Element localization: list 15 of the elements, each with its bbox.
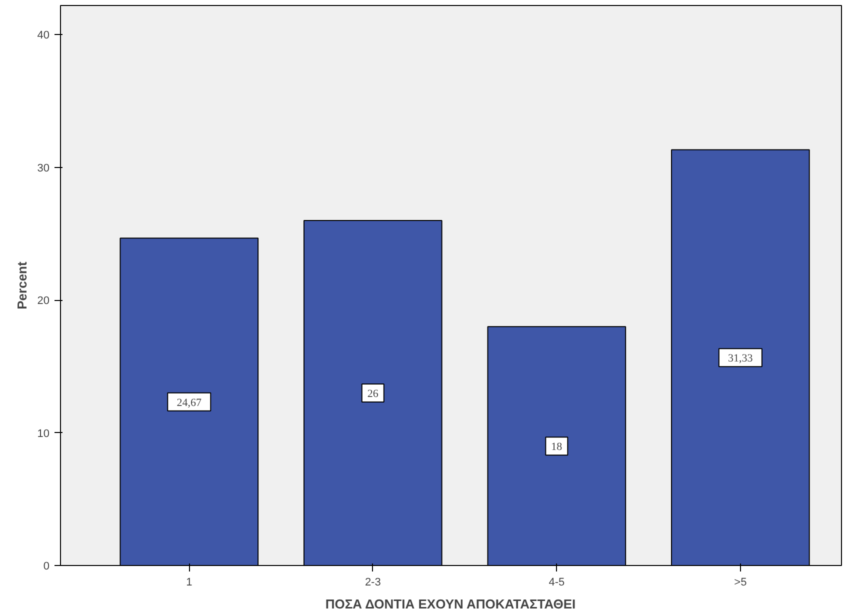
x-tick-label: 4-5 bbox=[548, 576, 565, 588]
data-label: 18 bbox=[551, 441, 563, 454]
y-tick-label: 40 bbox=[37, 30, 50, 42]
y-axis-title: Percent bbox=[14, 260, 30, 310]
data-label: 26 bbox=[367, 388, 379, 400]
y-tick-label: 20 bbox=[37, 295, 50, 308]
y-tick-label: 10 bbox=[37, 428, 50, 440]
data-label: 24,67 bbox=[176, 396, 202, 409]
y-tick-label: 30 bbox=[37, 162, 50, 174]
x-tick-label: 2-3 bbox=[364, 576, 381, 588]
x-axis-title: ΠΟΣΑ ΔΟΝΤΙΑ ΕΧΟΥΝ ΑΠΟΚΑΤΑΣΤΑΘΕΙ bbox=[325, 596, 576, 612]
x-tick-label: 1 bbox=[186, 576, 192, 588]
data-label: 31,33 bbox=[728, 352, 754, 365]
y-tick-label: 0 bbox=[43, 560, 50, 572]
x-tick-label: >5 bbox=[734, 576, 747, 588]
